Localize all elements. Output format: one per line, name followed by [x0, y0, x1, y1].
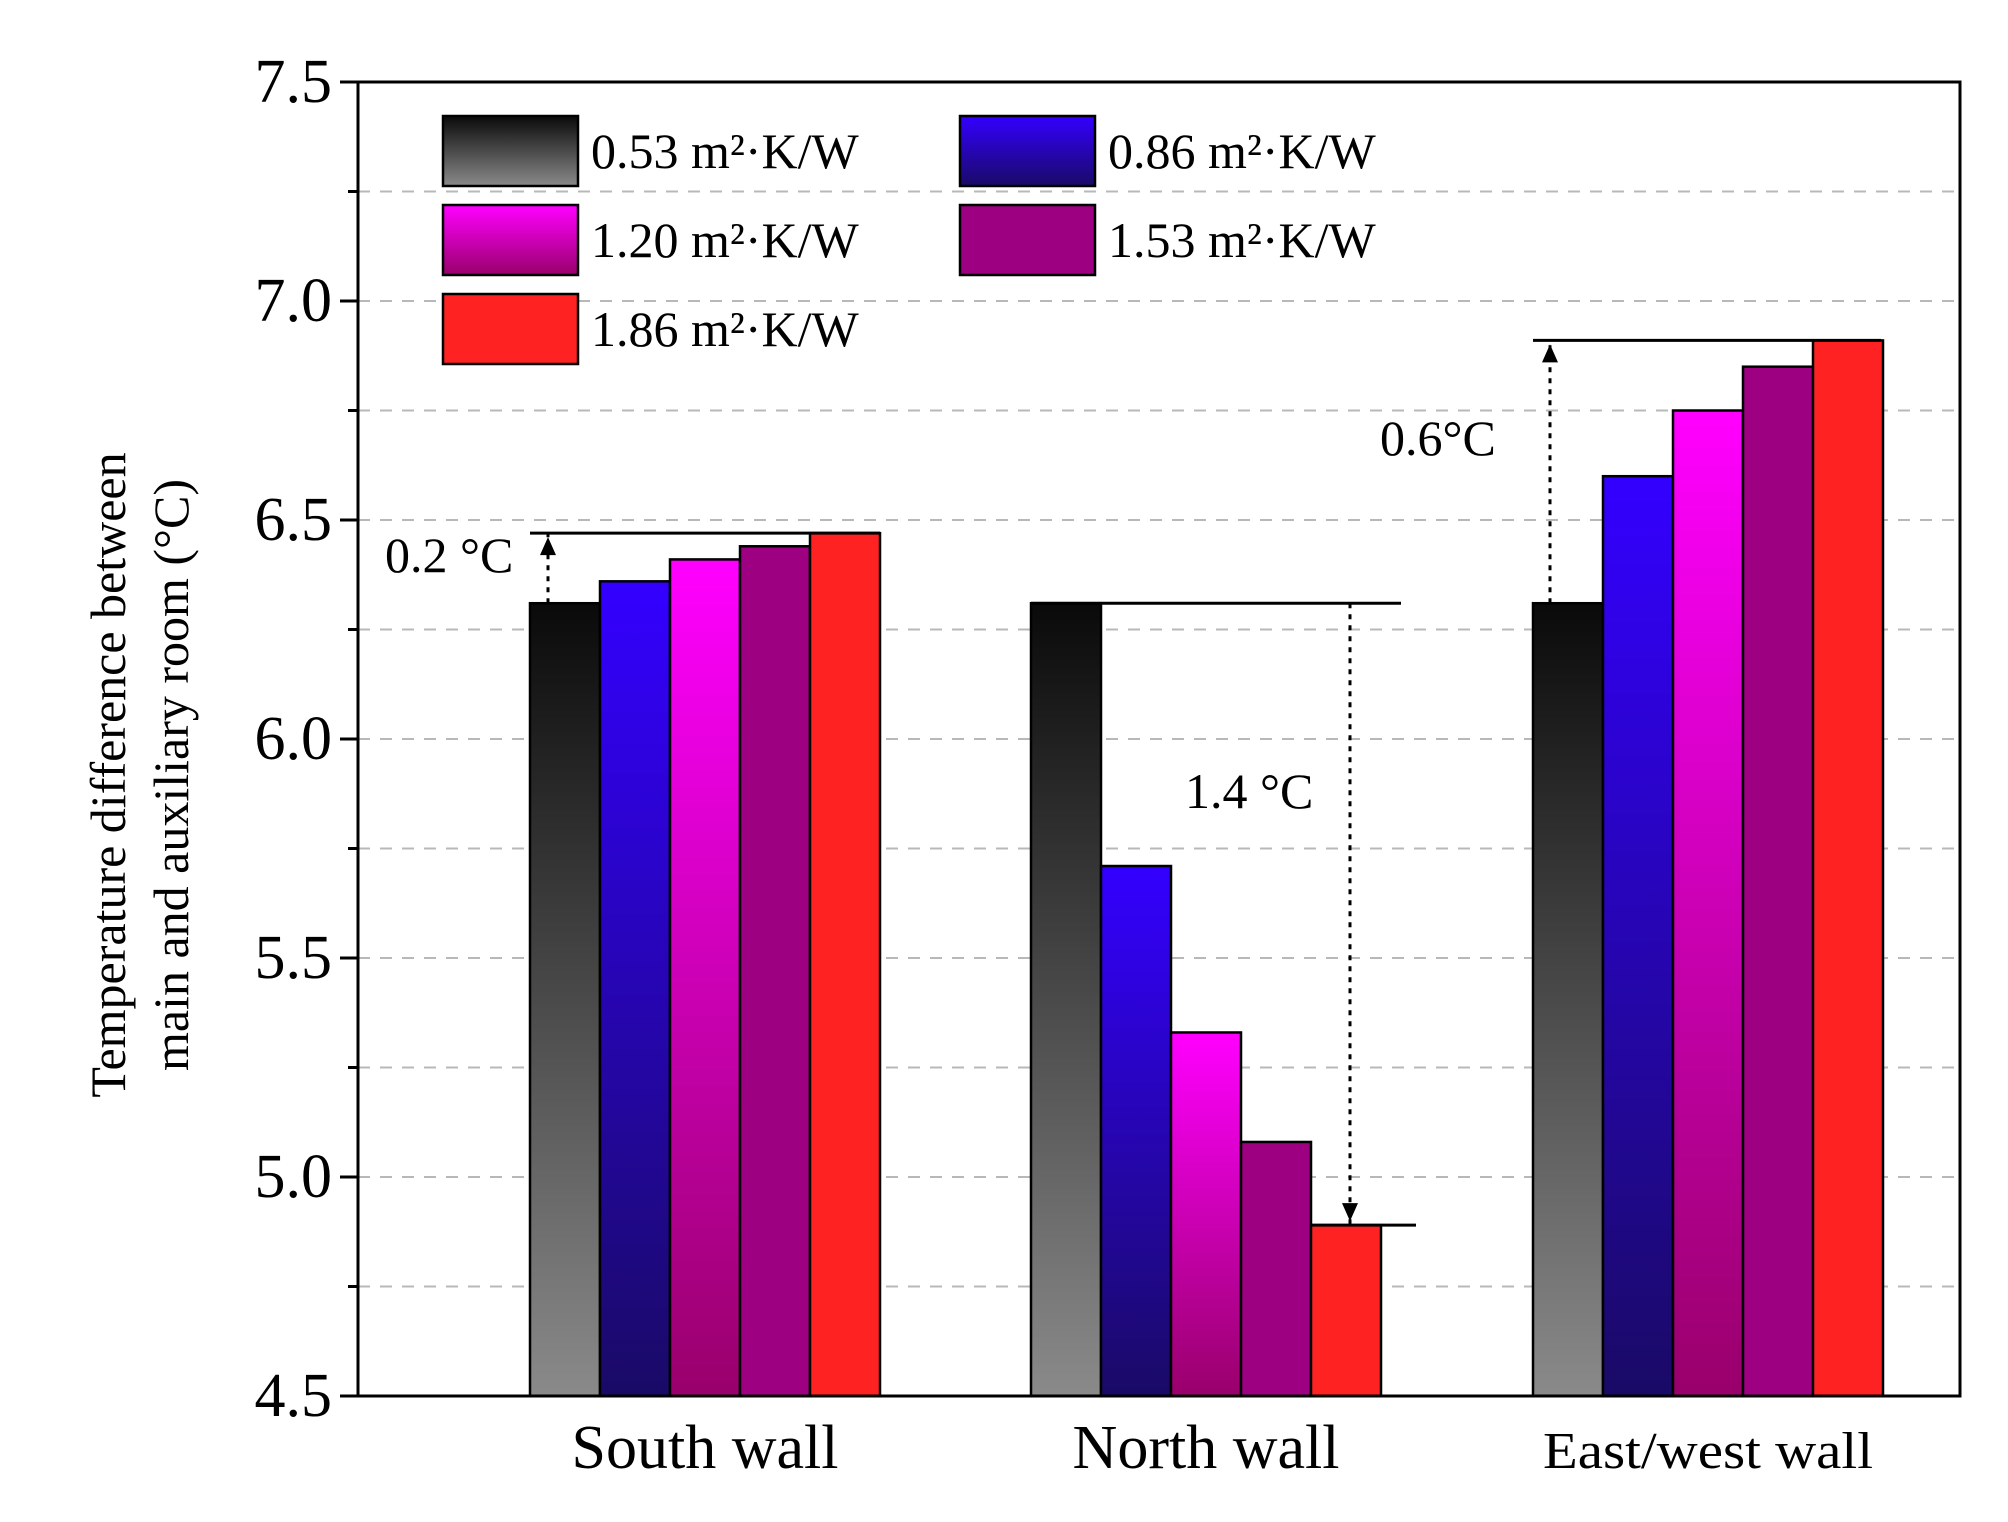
bar-north-wall-series-5	[1309, 1223, 1383, 1398]
y-tick-label: 5.0	[255, 1143, 333, 1211]
legend-label: 1.53 m²·K/W	[1108, 212, 1377, 268]
legend-swatch	[958, 114, 1097, 188]
arrow-head	[1542, 344, 1558, 363]
arrow-head	[540, 537, 556, 556]
legend-label: 0.53 m²·K/W	[591, 123, 860, 179]
difference-label: 0.2 °C	[385, 527, 513, 583]
y-tick-label: 7.5	[255, 48, 333, 116]
annotations: 0.2 °C 1.4 °C 0.6°C	[385, 338, 1881, 1227]
legend-swatch	[958, 203, 1097, 277]
y-tick-label: 4.5	[255, 1362, 333, 1430]
legend-label: 0.86 m²·K/W	[1108, 123, 1377, 179]
bar-south-wall-series-2	[598, 580, 672, 1398]
difference-label: 1.4 °C	[1185, 763, 1313, 819]
x-axis: South wall North wall East/west wall	[572, 1414, 1873, 1482]
y-axis-label-line1: Temperature difference between	[80, 452, 136, 1097]
arrow-head	[1342, 1203, 1358, 1222]
difference-label: 0.6°C	[1380, 410, 1496, 466]
legend-swatch	[441, 114, 580, 188]
y-tick-label: 5.5	[255, 924, 333, 992]
x-category-label: South wall	[572, 1414, 839, 1482]
bar-east-west-wall-series-1	[1531, 601, 1605, 1398]
bar-north-wall-series-1	[1029, 601, 1103, 1398]
bar-south-wall-series-5	[808, 531, 882, 1398]
bar-north-wall-series-2	[1099, 864, 1173, 1398]
legend-swatch	[441, 203, 580, 277]
bars	[528, 339, 1885, 1398]
bar-south-wall-series-3	[668, 558, 742, 1398]
bar-east-west-wall-series-2	[1601, 474, 1675, 1398]
bar-east-west-wall-series-5	[1811, 339, 1885, 1398]
legend-swatch	[441, 292, 580, 366]
legend: 0.53 m²·K/W 0.86 m²·K/W 1.20 m²·K/W 1.53 m²…	[441, 114, 1377, 366]
y-tick-label: 6.0	[255, 705, 333, 773]
y-axis-label-line2: main and auxiliary room (°C)	[143, 479, 199, 1071]
bar-north-wall-series-3	[1169, 1031, 1243, 1398]
y-tick-label: 6.5	[255, 486, 333, 554]
y-axis: 4.5 5.0 5.5 6.0 6.5 7.0 7.5	[255, 48, 358, 1430]
bar-east-west-wall-series-3	[1671, 409, 1745, 1398]
x-category-label: North wall	[1073, 1414, 1340, 1482]
bar-east-west-wall-series-4	[1741, 365, 1815, 1398]
bar-south-wall-series-4	[738, 545, 812, 1398]
y-tick-label: 7.0	[255, 267, 333, 335]
bar-north-wall-series-4	[1239, 1140, 1313, 1398]
legend-label: 1.20 m²·K/W	[591, 212, 860, 268]
bar-south-wall-series-1	[528, 601, 602, 1398]
legend-label: 1.86 m²·K/W	[591, 301, 860, 357]
x-category-label: East/west wall	[1543, 1423, 1873, 1480]
